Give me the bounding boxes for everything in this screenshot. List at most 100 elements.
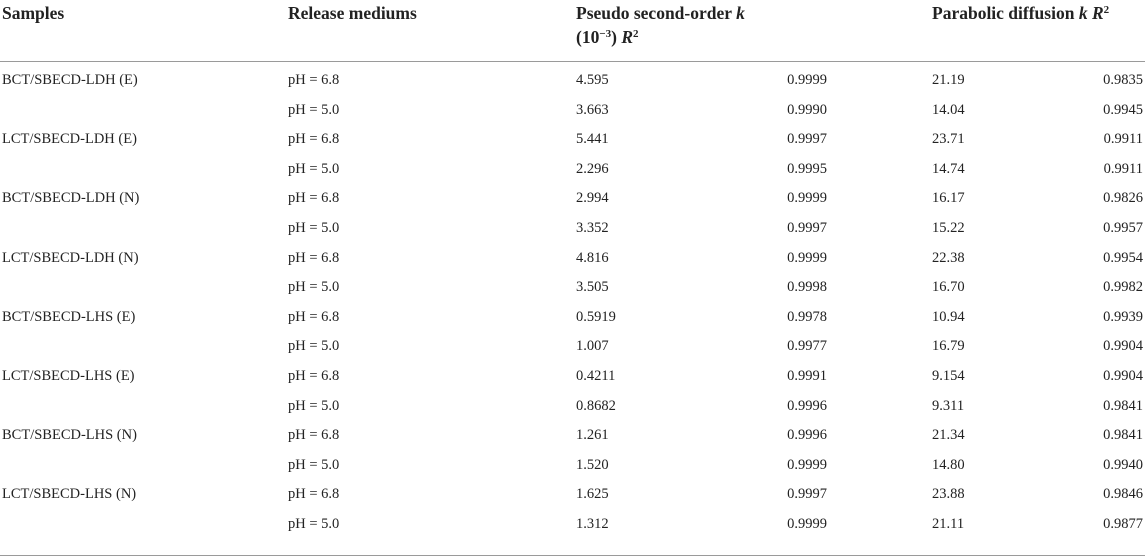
cell-pso-r2: 0.9997: [787, 219, 827, 236]
cell-par-r2: 0.9904: [1103, 367, 1143, 384]
cell-pso-k: 3.663: [576, 101, 609, 118]
cell-medium: pH = 5.0: [288, 397, 340, 414]
cell-sample: BCT/SBECD-LHS (E): [2, 308, 136, 325]
table-bottom-rule: [0, 555, 1145, 556]
cell-par-k: 14.04: [932, 101, 965, 118]
cell-medium: pH = 5.0: [288, 219, 340, 236]
cell-pso-r2: 0.9990: [787, 101, 827, 118]
cell-medium: pH = 6.8: [288, 249, 340, 266]
cell-pso-r2: 0.9996: [787, 397, 827, 414]
cell-medium: pH = 6.8: [288, 427, 340, 444]
cell-par-r2: 0.9846: [1103, 486, 1143, 503]
cell-par-r2: 0.9904: [1103, 338, 1143, 355]
cell-medium: pH = 6.8: [288, 308, 340, 325]
cell-pso-k: 1.007: [576, 338, 609, 355]
cell-sample: BCT/SBECD-LDH (E): [2, 72, 138, 88]
cell-sample: LCT/SBECD-LHS (E): [2, 367, 135, 384]
cell-par-k: 16.79: [932, 338, 965, 355]
cell-pso-r2: 0.9999: [787, 456, 827, 473]
cell-par-r2: 0.9945: [1103, 101, 1143, 118]
cell-par-r2: 0.9835: [1103, 72, 1143, 88]
cell-pso-k: 4.816: [576, 249, 609, 266]
cell-par-r2: 0.9982: [1103, 279, 1143, 296]
cell-pso-k: 2.994: [576, 190, 609, 207]
cell-pso-k: 1.312: [576, 515, 609, 532]
table-row: BCT/SBECD-LDH (N) pH = 6.8 2.994 0.9999 16.1…: [0, 180, 1145, 210]
cell-par-k: 9.154: [932, 367, 965, 384]
cell-sample: BCT/SBECD-LDH (N): [2, 190, 140, 207]
cell-medium: pH = 5.0: [288, 515, 340, 532]
cell-par-r2: 0.9939: [1103, 308, 1143, 325]
cell-pso-k: 1.520: [576, 456, 609, 473]
cell-par-r2: 0.9826: [1103, 190, 1143, 207]
cell-sample: LCT/SBECD-LHS (N): [2, 486, 137, 503]
cell-pso-k: 3.352: [576, 219, 609, 236]
table-row: pH = 5.0 3.663 0.9990 14.04 0.9945: [0, 92, 1145, 122]
cell-par-r2: 0.9940: [1103, 456, 1143, 473]
cell-par-k: 16.70: [932, 279, 965, 296]
cell-pso-k: 2.296: [576, 160, 609, 177]
cell-pso-r2: 0.9977: [787, 338, 827, 355]
table-row: BCT/SBECD-LHS (E) pH = 6.8 0.5919 0.9978 10.…: [0, 299, 1145, 329]
table-row: LCT/SBECD-LDH (E) pH = 6.8 5.441 0.9997 23.7…: [0, 121, 1145, 151]
cell-pso-r2: 0.9998: [787, 279, 827, 296]
cell-par-k: 23.71: [932, 131, 965, 148]
cell-par-r2: 0.9954: [1103, 249, 1143, 266]
cell-par-r2: 0.9841: [1103, 397, 1143, 414]
table-row: pH = 5.0 0.8682 0.9996 9.311 0.9841: [0, 388, 1145, 418]
cell-pso-k: 0.5919: [576, 308, 616, 325]
header-samples: Samples: [2, 3, 65, 23]
cell-pso-r2: 0.9995: [787, 160, 827, 177]
cell-medium: pH = 6.8: [288, 486, 340, 503]
cell-pso-k: 1.625: [576, 486, 609, 503]
cell-par-k: 14.80: [932, 456, 965, 473]
cell-pso-k: 0.8682: [576, 397, 616, 414]
cell-par-r2: 0.9957: [1103, 219, 1143, 236]
cell-medium: pH = 5.0: [288, 160, 340, 177]
cell-par-r2: 0.9911: [1103, 160, 1143, 177]
table-row: pH = 5.0 2.296 0.9995 14.74 0.9911: [0, 151, 1145, 181]
table-body: BCT/SBECD-LDH (E) pH = 6.8 4.595 0.9999 21.1…: [0, 62, 1145, 536]
cell-sample: BCT/SBECD-LHS (N): [2, 427, 137, 444]
cell-pso-k: 1.261: [576, 427, 609, 444]
cell-par-k: 14.74: [932, 160, 965, 177]
cell-par-k: 16.17: [932, 190, 965, 207]
table-row: LCT/SBECD-LHS (N) pH = 6.8 1.625 0.9997 23.8…: [0, 476, 1145, 506]
table-row: BCT/SBECD-LDH (E) pH = 6.8 4.595 0.9999 21.1…: [0, 62, 1145, 92]
cell-medium: pH = 5.0: [288, 279, 340, 296]
cell-pso-r2: 0.9978: [787, 308, 827, 325]
cell-medium: pH = 5.0: [288, 456, 340, 473]
cell-par-r2: 0.9911: [1103, 131, 1143, 148]
header-parabolic-diffusion: Parabolic diffusion k R2: [932, 3, 1110, 23]
table-row: pH = 5.0 3.352 0.9997 15.22 0.9957: [0, 210, 1145, 240]
table-row: BCT/SBECD-LHS (N) pH = 6.8 1.261 0.9996 21.3…: [0, 417, 1145, 447]
cell-par-k: 21.19: [932, 72, 965, 88]
cell-medium: pH = 6.8: [288, 72, 340, 88]
cell-pso-r2: 0.9999: [787, 72, 827, 88]
table-header: Samples Release mediums Pseudo second-or…: [0, 0, 1145, 62]
cell-pso-r2: 0.9999: [787, 249, 827, 266]
cell-par-k: 15.22: [932, 219, 965, 236]
cell-par-k: 21.11: [932, 515, 965, 532]
table-row: pH = 5.0 1.007 0.9977 16.79 0.9904: [0, 328, 1145, 358]
cell-pso-r2: 0.9997: [787, 131, 827, 148]
header-pseudo-second-order: Pseudo second-order k (10−3) R2: [576, 3, 745, 47]
cell-pso-r2: 0.9999: [787, 190, 827, 207]
table-row: pH = 5.0 3.505 0.9998 16.70 0.9982: [0, 269, 1145, 299]
table-row: pH = 5.0 1.312 0.9999 21.11 0.9877: [0, 506, 1145, 536]
cell-par-k: 10.94: [932, 308, 965, 325]
cell-par-k: 21.34: [932, 427, 965, 444]
cell-par-k: 23.88: [932, 486, 965, 503]
cell-pso-r2: 0.9997: [787, 486, 827, 503]
cell-par-k: 22.38: [932, 249, 965, 266]
table-row: LCT/SBECD-LDH (N) pH = 6.8 4.816 0.9999 22.3…: [0, 240, 1145, 270]
cell-pso-r2: 0.9999: [787, 515, 827, 532]
cell-par-k: 9.311: [932, 397, 965, 414]
cell-pso-k: 3.505: [576, 279, 609, 296]
cell-medium: pH = 5.0: [288, 101, 340, 118]
cell-medium: pH = 6.8: [288, 367, 340, 384]
cell-pso-k: 4.595: [576, 72, 609, 88]
cell-pso-r2: 0.9991: [787, 367, 827, 384]
cell-par-r2: 0.9877: [1103, 515, 1143, 532]
kinetics-table: Samples Release mediums Pseudo second-or…: [0, 0, 1145, 536]
